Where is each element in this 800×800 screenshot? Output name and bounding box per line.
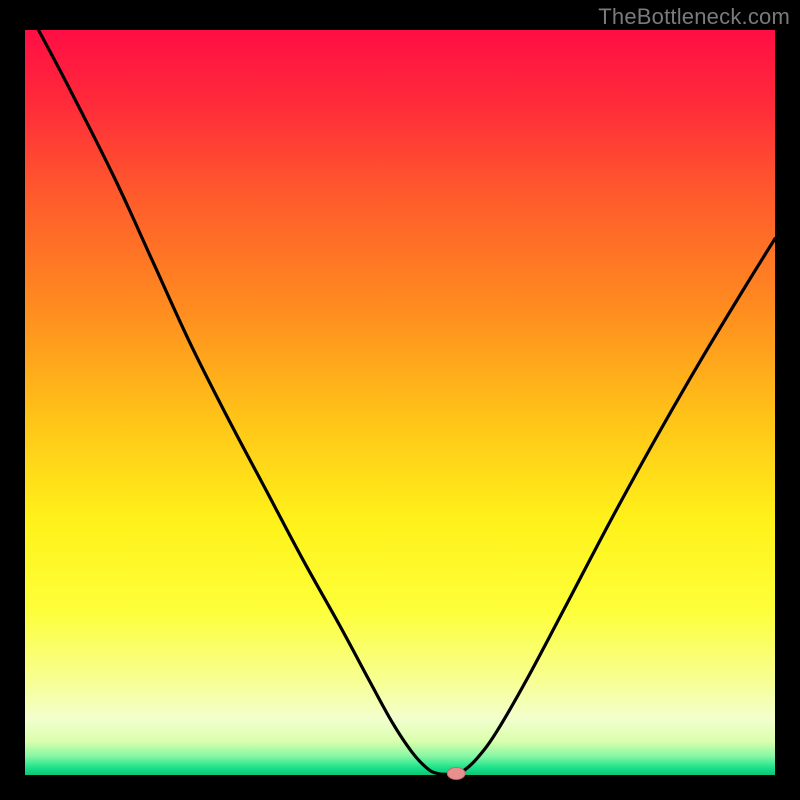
- watermark-text: TheBottleneck.com: [598, 4, 790, 30]
- bottleneck-marker: [447, 768, 465, 780]
- chart-svg: [0, 0, 800, 800]
- chart-container: { "watermark": { "text": "TheBottleneck.…: [0, 0, 800, 800]
- bottleneck-curve: [39, 30, 776, 774]
